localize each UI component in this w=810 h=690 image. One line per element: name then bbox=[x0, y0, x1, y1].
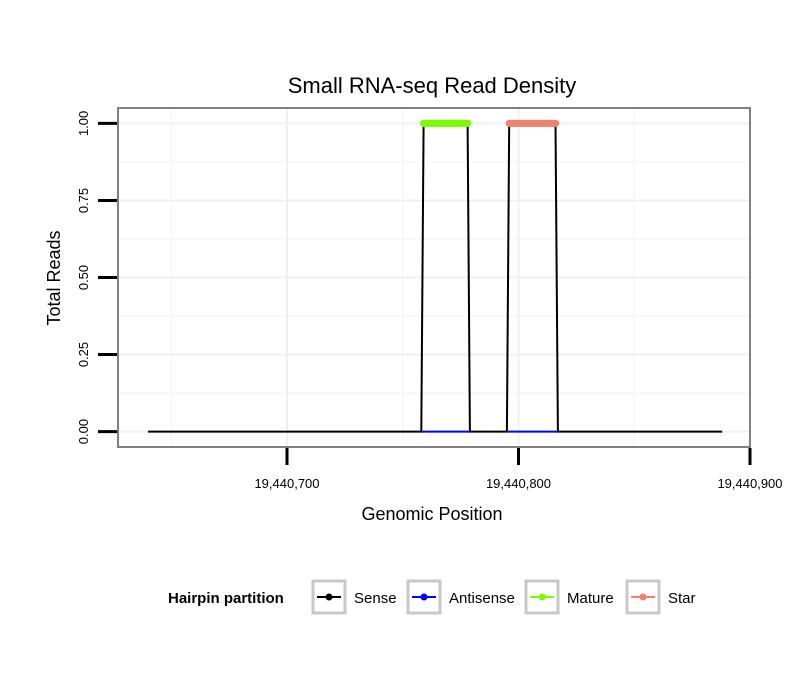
series-sense-line bbox=[148, 122, 723, 433]
chart-title: Small RNA-seq Read Density bbox=[288, 73, 577, 98]
series-mature-point bbox=[464, 119, 472, 127]
legend-point-star bbox=[639, 593, 647, 601]
y-axis-label: Total Reads bbox=[44, 230, 64, 325]
legend-point-mature bbox=[538, 593, 546, 601]
legend-point-antisense bbox=[420, 593, 428, 601]
y-tick-label: 0.75 bbox=[76, 188, 91, 213]
x-axis-label: Genomic Position bbox=[361, 504, 502, 524]
series-star-point bbox=[552, 119, 560, 127]
legend: Hairpin partition Sense Antisense Mature St… bbox=[168, 579, 696, 615]
x-tick-label: 19,440,700 bbox=[254, 476, 319, 491]
x-tick-label: 19,440,900 bbox=[717, 476, 782, 491]
legend-point-sense bbox=[325, 593, 333, 601]
y-tick-label: 1.00 bbox=[76, 111, 91, 136]
y-tick-label: 0.50 bbox=[76, 265, 91, 290]
x-tick-label: 19,440,800 bbox=[486, 476, 551, 491]
legend-label-antisense: Antisense bbox=[449, 590, 515, 607]
legend-label-star: Star bbox=[668, 590, 696, 607]
panel-border bbox=[117, 107, 751, 448]
legend-label-mature: Mature bbox=[567, 590, 614, 607]
y-tick-label: 0.00 bbox=[76, 419, 91, 444]
y-tick-label: 0.25 bbox=[76, 342, 91, 367]
legend-title: Hairpin partition bbox=[168, 590, 284, 607]
legend-label-sense: Sense bbox=[354, 590, 397, 607]
plot-area: 0.00 0.25 0.50 0.75 1.00 19,440,700 19,440,800… bbox=[76, 107, 783, 491]
